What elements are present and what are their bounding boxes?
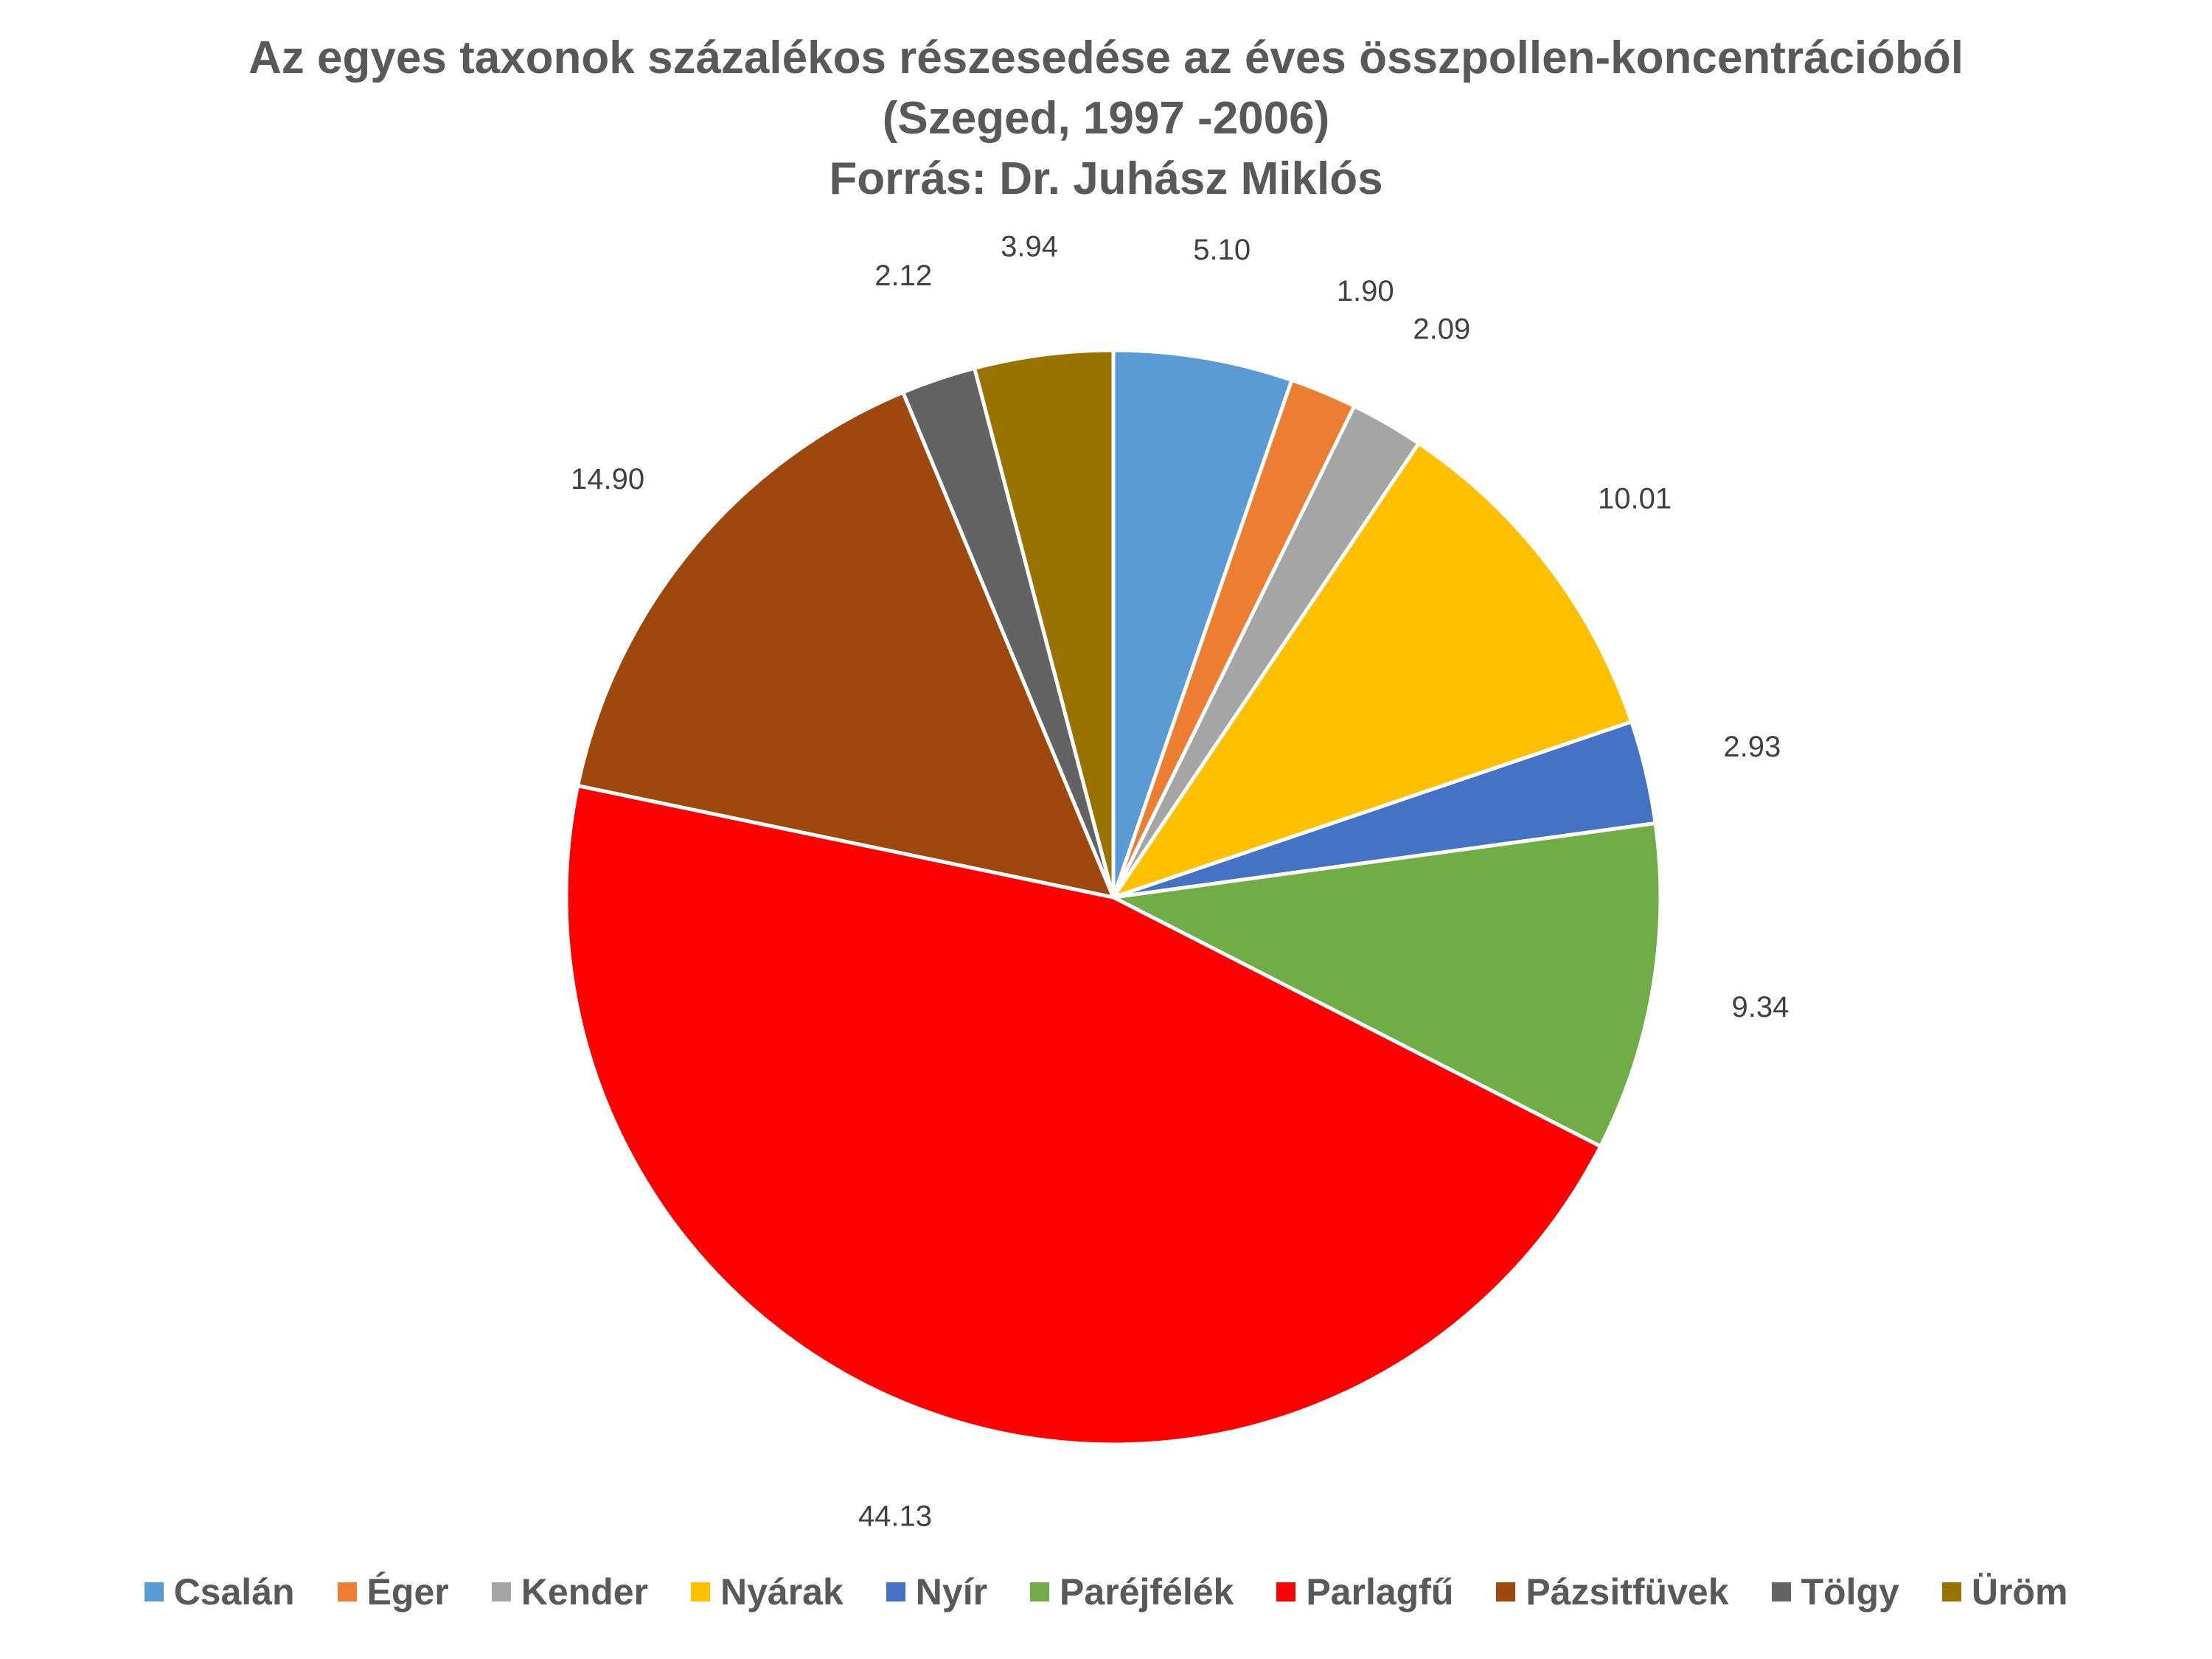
legend-label-kender: Kender: [521, 1571, 648, 1613]
legend-swatch-nyarak: [690, 1582, 710, 1601]
legend-item-kender: Kender: [491, 1571, 648, 1613]
legend-item-parlagfu: Parlagfű: [1276, 1571, 1453, 1613]
chart-legend: Csalán Éger Kender Nyárak Nyír Paréjfélék Parl…: [0, 1571, 2212, 1613]
legend-item-urom: Üröm: [1941, 1571, 2068, 1613]
legend-swatch-csalan: [144, 1582, 164, 1601]
legend-item-parejfelek: Paréjfélék: [1030, 1571, 1234, 1613]
chart-title-line-2: (Szeged, 1997 -2006): [882, 93, 1330, 144]
legend-label-pazsitfuvek: Pázsitfüvek: [1526, 1571, 1729, 1613]
pie-slice-urom: [972, 348, 1116, 898]
data-label-csalan: 5.10: [1193, 234, 1251, 266]
legend-swatch-parejfelek: [1030, 1582, 1050, 1601]
pie-slice-parlagfu: [564, 783, 1604, 1447]
legend-item-tolgy: Tölgy: [1771, 1571, 1899, 1613]
legend-label-tolgy: Tölgy: [1801, 1571, 1899, 1613]
pie-slice-csalan: [1111, 348, 1295, 898]
data-label-kender: 2.09: [1413, 313, 1470, 345]
data-label-eger: 1.90: [1337, 275, 1394, 307]
chart-title-line-1: Az egyes taxonok százalékos részesedése …: [248, 32, 1964, 83]
legend-label-urom: Üröm: [1971, 1571, 2068, 1613]
legend-label-nyarak: Nyárak: [720, 1571, 844, 1613]
legend-item-nyir: Nyír: [886, 1571, 987, 1613]
legend-swatch-parlagfu: [1276, 1582, 1296, 1601]
legend-swatch-tolgy: [1771, 1582, 1791, 1601]
legend-swatch-nyir: [886, 1582, 905, 1601]
legend-item-pazsitfuvek: Pázsitfüvek: [1496, 1571, 1729, 1613]
legend-item-eger: Éger: [337, 1571, 449, 1613]
legend-label-parejfelek: Paréjfélék: [1060, 1571, 1234, 1613]
legend-item-nyarak: Nyárak: [690, 1571, 844, 1613]
pie-slice-nyarak: [1108, 440, 1634, 901]
data-label-nyir: 2.93: [1723, 731, 1781, 763]
data-label-pazsitfuvek: 14.90: [571, 463, 644, 495]
data-label-parlagfu: 44.13: [858, 1500, 932, 1532]
chart-title: Az egyes taxonok százalékos részesedése …: [0, 28, 2212, 209]
pie-slice-parejfelek: [1107, 821, 1663, 1150]
data-label-nyarak: 10.01: [1598, 482, 1672, 515]
legend-swatch-urom: [1941, 1582, 1961, 1601]
data-label-tolgy: 2.12: [874, 260, 932, 292]
chart-title-line-3: Forrás: Dr. Juhász Miklós: [829, 153, 1383, 204]
legend-swatch-eger: [337, 1582, 357, 1601]
legend-swatch-pazsitfuvek: [1496, 1582, 1516, 1601]
pie-slice-pazsitfuvek: [575, 389, 1117, 900]
legend-item-csalan: Csalán: [144, 1571, 295, 1613]
legend-label-csalan: Csalán: [173, 1571, 295, 1613]
data-label-urom: 3.94: [1001, 230, 1058, 262]
legend-label-parlagfu: Parlagfű: [1306, 1571, 1454, 1613]
legend-label-nyir: Nyír: [915, 1571, 988, 1613]
legend-label-eger: Éger: [366, 1571, 449, 1613]
data-label-parejfelek: 9.34: [1731, 991, 1789, 1023]
legend-swatch-kender: [491, 1582, 511, 1601]
